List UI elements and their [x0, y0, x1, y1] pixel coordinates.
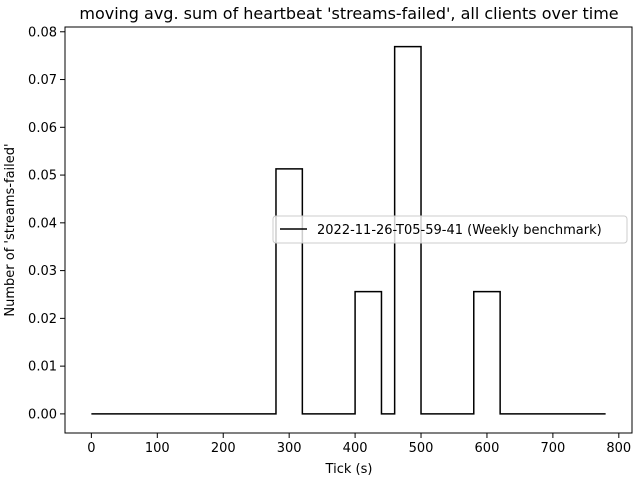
plot-frame: [64, 26, 633, 434]
tick-layer: 0 100 200 300 400 500 600 700 800 0.00 0.01 0.02 0.0…: [28, 25, 631, 456]
series-layer: [91, 45, 606, 415]
x-tick-label: 400: [343, 441, 368, 456]
x-tick-label: 0: [87, 441, 95, 456]
x-tick-label: 300: [277, 441, 302, 456]
legend-box: [272, 215, 628, 244]
y-tick-label: 0.04: [28, 216, 57, 231]
y-tick-label: 0.02: [28, 312, 57, 327]
chart-title: moving avg. sum of heartbeat 'streams-fa…: [79, 4, 618, 23]
x-axis-label: Tick (s): [325, 462, 373, 477]
y-tick-label: 0.01: [28, 360, 57, 375]
x-tick-label: 700: [540, 441, 565, 456]
legend-entry-label: 2022-11-26-T05-59-41 (Weekly benchmark): [317, 223, 602, 238]
y-tick-label: 0.07: [28, 73, 57, 88]
x-tick-label: 100: [145, 441, 170, 456]
x-tick-label: 800: [606, 441, 631, 456]
legend: 2022-11-26-T05-59-41 (Weekly benchmark): [272, 215, 628, 244]
y-tick-label: 0.08: [28, 25, 57, 40]
y-tick-label: 0.00: [28, 407, 57, 422]
x-tick-label: 200: [211, 441, 236, 456]
series-line: [91, 45, 606, 415]
y-tick-label: 0.03: [28, 264, 57, 279]
y-tick-label: 0.06: [28, 121, 57, 136]
x-tick-label: 500: [409, 441, 434, 456]
y-tick-label: 0.05: [28, 169, 57, 184]
y-axis-label: Number of 'streams-failed': [3, 143, 18, 316]
x-tick-label: 600: [475, 441, 500, 456]
